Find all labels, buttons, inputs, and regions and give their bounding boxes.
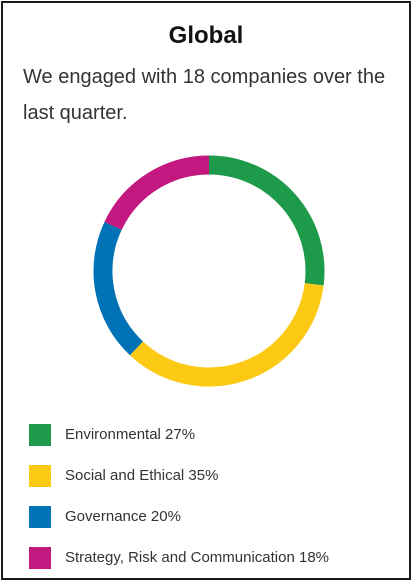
chart-title: Global — [168, 22, 244, 49]
legend-label-social-and-ethical: Social and Ethical 35% — [65, 467, 219, 484]
legend-swatch-environmental — [29, 424, 51, 446]
legend-item-strategy-risk-communication: Strategy, Risk and Communication 18% — [29, 546, 399, 570]
chart-subtitle: We engaged with 18 companies over the la… — [23, 66, 386, 124]
donut-slice-social-and-ethical — [129, 282, 324, 387]
donut-slice-governance — [93, 221, 144, 356]
legend-label-environmental: Environmental 27% — [65, 426, 196, 443]
legend-item-environmental: Environmental 27% — [29, 423, 399, 447]
donut-slice-environmental — [208, 155, 325, 286]
legend-swatch-strategy-risk-communication — [29, 547, 51, 569]
legend-item-governance: Governance 20% — [29, 505, 399, 529]
legend-swatch-governance — [29, 506, 51, 528]
legend-item-social-and-ethical: Social and Ethical 35% — [29, 464, 399, 488]
legend-label-strategy-risk-communication: Strategy, Risk and Communication 18% — [65, 549, 330, 566]
donut-chart — [93, 155, 325, 387]
chart-legend: Environmental 27% Social and Ethical 35%… — [29, 423, 399, 587]
legend-label-governance: Governance 20% — [65, 508, 181, 525]
donut-slice-strategy-risk-communication — [104, 155, 210, 231]
legend-swatch-social-and-ethical — [29, 465, 51, 487]
